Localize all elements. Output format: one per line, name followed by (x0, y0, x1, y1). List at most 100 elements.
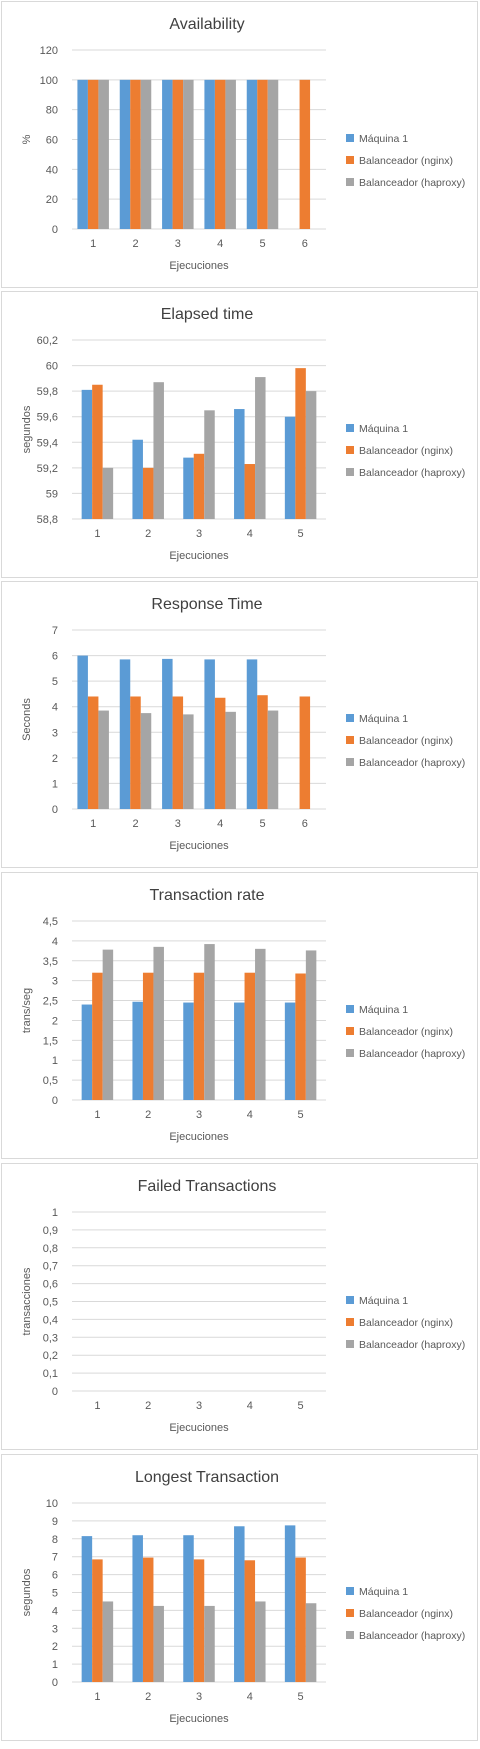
y-tick-label: 4 (52, 936, 58, 948)
x-tick-label: 5 (298, 1400, 304, 1412)
y-tick-label: 4 (52, 1605, 58, 1617)
legend-swatch (346, 156, 354, 164)
legend-swatch (346, 178, 354, 186)
y-tick-label: 40 (46, 164, 58, 176)
y-tick-label: 60 (46, 361, 58, 373)
y-tick-label: 6 (52, 651, 58, 663)
x-tick-label: 5 (298, 528, 304, 540)
bar-2-5 (295, 974, 306, 1100)
legend-label: Balanceador (haproxy) (359, 1048, 465, 1060)
chart-title: Response Time (151, 596, 262, 613)
x-tick-label: 1 (94, 1400, 100, 1412)
y-axis-title: Seconds (21, 698, 33, 741)
y-tick-label: 1 (52, 778, 58, 790)
x-tick-label: 1 (94, 1691, 100, 1703)
legend-swatch (346, 736, 354, 744)
x-tick-label: 3 (196, 1691, 202, 1703)
x-tick-label: 5 (298, 1109, 304, 1121)
y-tick-label: 5 (52, 1588, 58, 1600)
bar-1-1 (82, 1536, 93, 1682)
x-tick-label: 4 (247, 1109, 253, 1121)
y-tick-label: 0 (52, 1095, 58, 1107)
y-tick-label: 2 (52, 753, 58, 765)
bar-2-2 (143, 1558, 154, 1682)
legend-label: Balanceador (nginx) (359, 1026, 453, 1038)
x-tick-label: 2 (132, 238, 138, 250)
y-tick-label: 7 (52, 625, 58, 637)
bar-3-4 (255, 1601, 265, 1682)
y-tick-label: 0 (52, 1386, 58, 1398)
bar-1-1 (82, 390, 93, 519)
x-tick-label: 2 (145, 1691, 151, 1703)
chart-title: Elapsed time (161, 306, 254, 323)
y-tick-label: 1 (52, 1207, 58, 1219)
y-tick-label: 0,9 (43, 1225, 58, 1237)
x-tick-label: 3 (196, 528, 202, 540)
bar-2-2 (143, 973, 154, 1100)
x-tick-label: 1 (94, 1109, 100, 1121)
bar-3-2 (141, 713, 152, 809)
x-tick-label: 5 (259, 238, 265, 250)
legend-label: Balanceador (haproxy) (359, 467, 465, 479)
bar-3-3 (204, 410, 215, 519)
bar-2-3 (194, 454, 205, 519)
bar-3-5 (268, 80, 279, 229)
y-tick-label: 120 (40, 45, 58, 57)
y-tick-label: 59,6 (37, 412, 58, 424)
legend-swatch (346, 1027, 354, 1035)
x-tick-label: 1 (94, 528, 100, 540)
y-axis-title: transacciones (21, 1267, 33, 1335)
legend-label: Balanceador (nginx) (359, 1317, 453, 1329)
x-tick-label: 2 (145, 1400, 151, 1412)
bar-1-3 (183, 458, 194, 519)
legend-label: Máquina 1 (359, 1295, 408, 1307)
bar-3-1 (103, 950, 114, 1100)
bar-1-2 (132, 1535, 143, 1682)
y-tick-label: 3 (52, 727, 58, 739)
chart-panel-6: Longest Transaction 0 1 2 3 4 5 6 7 8 9 10 1 2 3 4 5 Ejec… (1, 1454, 478, 1741)
bar-2-1 (92, 385, 103, 519)
bar-1-3 (162, 80, 173, 229)
bar-1-3 (183, 1003, 194, 1100)
legend-label: Máquina 1 (359, 133, 408, 145)
y-tick-label: 4 (52, 702, 58, 714)
bar-2-3 (194, 1559, 205, 1682)
x-tick-label: 5 (259, 818, 265, 830)
bar-3-2 (153, 382, 164, 519)
y-tick-label: 60 (46, 135, 58, 147)
bar-2-4 (245, 464, 256, 519)
y-tick-label: 0 (52, 804, 58, 816)
bar-1-4 (204, 80, 215, 229)
y-tick-label: 0,7 (43, 1261, 58, 1273)
x-tick-label: 4 (217, 818, 223, 830)
x-tick-label: 6 (302, 818, 308, 830)
chart-panel-1: Availability 0 20 40 60 80 100 120 1 2 3 4 5 6 Ejecuci… (1, 1, 478, 288)
y-tick-label: 1 (52, 1055, 58, 1067)
bar-2-5 (257, 80, 268, 229)
bar-3-4 (255, 949, 265, 1100)
legend-swatch (346, 1005, 354, 1013)
y-tick-label: 3 (52, 976, 58, 988)
x-tick-label: 1 (90, 238, 96, 250)
bar-1-5 (285, 417, 296, 519)
bar-1-1 (77, 80, 88, 229)
legend-swatch (346, 446, 354, 454)
bar-2-2 (130, 696, 141, 809)
y-tick-label: 1,5 (43, 1035, 58, 1047)
bar-1-3 (162, 659, 173, 809)
chart-panel-4: Transaction rate 0 0,5 1 1,5 2 2,5 3 3,5 4 4,5 1 2 3 4… (1, 872, 478, 1159)
chart-title: Failed Transactions (138, 1178, 277, 1195)
bar-2-3 (173, 696, 184, 809)
x-tick-label: 3 (196, 1109, 202, 1121)
y-tick-label: 0 (52, 1677, 58, 1689)
bar-2-3 (173, 80, 184, 229)
y-tick-label: 100 (40, 75, 58, 87)
legend-label: Balanceador (haproxy) (359, 177, 465, 189)
x-tick-label: 4 (247, 528, 253, 540)
y-tick-label: 0,1 (43, 1368, 58, 1380)
legend-label: Balanceador (haproxy) (359, 757, 465, 769)
bar-3-1 (103, 468, 114, 519)
bar-3-5 (306, 1603, 317, 1682)
y-tick-label: 0,2 (43, 1350, 58, 1362)
